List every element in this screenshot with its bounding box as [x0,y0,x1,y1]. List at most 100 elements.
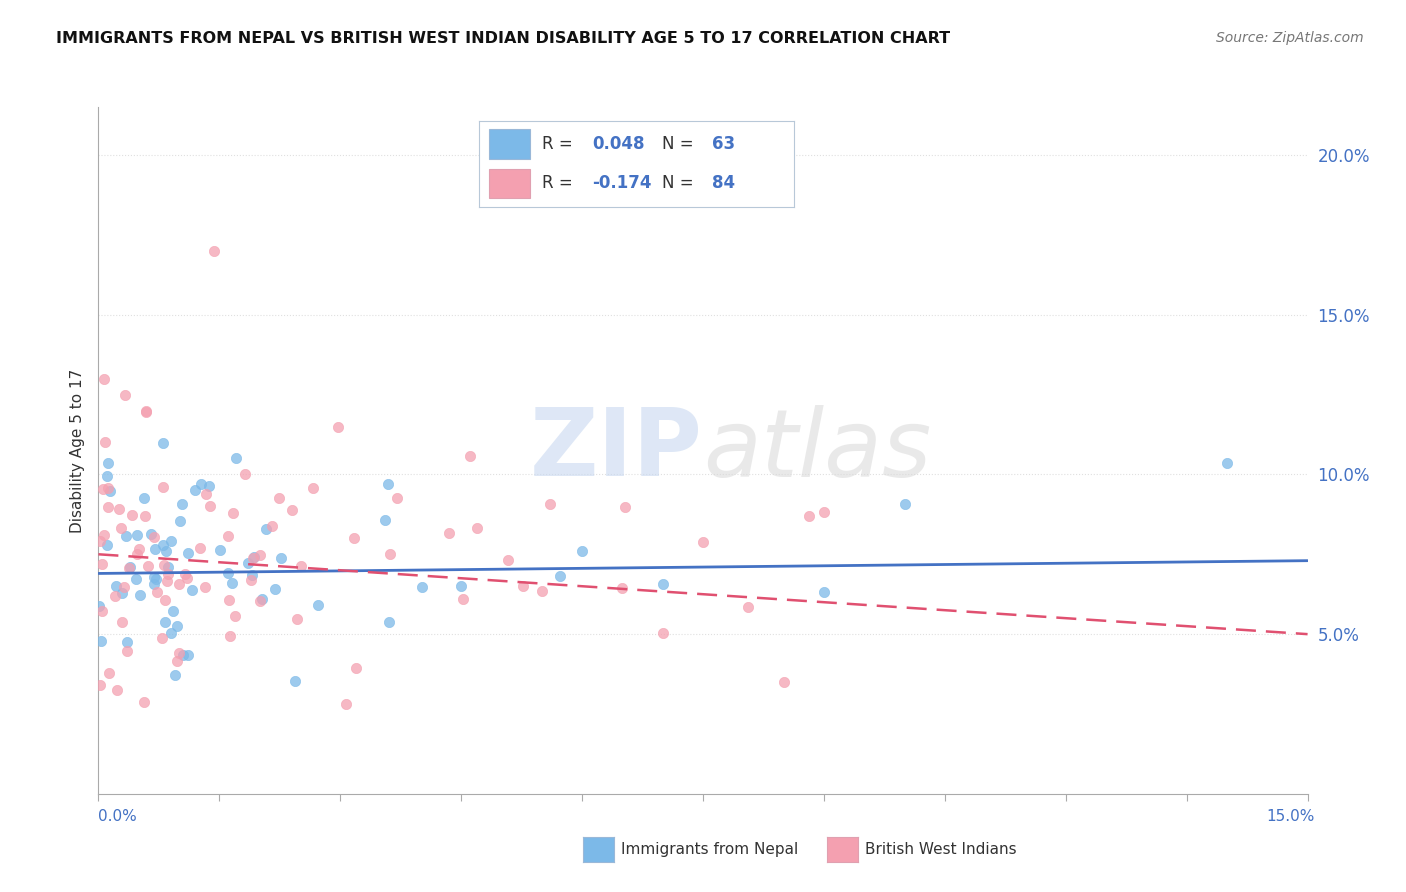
Point [128,541,150,556]
Point [90,557,112,571]
Point [97,481,120,495]
Point [121,508,143,522]
Point [451,592,474,607]
Point [97,500,120,514]
Point [132,491,155,506]
Point [127,527,149,541]
Point [134,695,156,709]
Point [146,584,169,599]
Point [157,567,180,582]
Point [301,482,323,496]
Point [163,668,186,682]
Point [281,503,304,517]
Point [1216,456,1239,470]
Point [117,634,139,648]
Point [120,560,142,574]
Point [411,580,433,594]
Point [612,581,634,595]
Point [496,553,519,567]
Point [209,542,232,557]
Point [142,530,165,544]
Point [143,541,166,556]
Point [174,566,197,581]
Point [143,570,166,584]
Point [104,578,127,592]
Point [202,244,225,258]
Point [162,604,184,618]
Point [136,559,159,574]
Point [169,514,191,528]
Point [90,604,112,618]
Point [150,632,173,646]
Point [813,585,835,599]
Point [249,594,271,608]
Point [571,544,593,558]
Point [97,457,120,471]
Point [166,654,188,668]
Point [112,580,135,594]
Point [240,568,263,582]
Text: Immigrants from Nepal: Immigrants from Nepal [621,842,799,856]
Point [307,598,329,612]
Point [117,643,139,657]
Point [96,468,118,483]
Point [156,574,179,588]
Point [772,675,794,690]
Point [93,527,115,541]
Point [377,477,399,491]
Point [188,541,211,556]
Point [166,618,188,632]
Text: 15.0%: 15.0% [1267,809,1315,823]
Point [139,527,162,541]
Text: 0.0%: 0.0% [98,809,138,823]
Point [380,547,402,561]
Point [217,529,239,543]
Point [250,591,273,606]
Point [93,371,115,385]
Point [692,535,714,549]
Y-axis label: Disability Age 5 to 17: Disability Age 5 to 17 [69,368,84,533]
Point [225,451,247,466]
Point [893,497,915,511]
Point [111,586,134,600]
Point [142,577,165,591]
Point [111,615,134,629]
Point [87,599,110,614]
Point [270,550,292,565]
Point [176,571,198,585]
Point [115,528,138,542]
Point [374,513,396,527]
Point [125,572,148,586]
Point [236,556,259,570]
Point [198,499,221,513]
Point [153,615,176,630]
Point [224,609,246,624]
Point [172,497,194,511]
Point [799,508,821,523]
Point [267,491,290,505]
Text: atlas: atlas [703,405,931,496]
Point [105,682,128,697]
Point [548,569,571,583]
Point [221,506,243,520]
Point [155,544,177,558]
Point [181,583,204,598]
Point [177,546,200,560]
Point [89,678,111,692]
Point [91,482,114,496]
Text: ZIP: ZIP [530,404,703,497]
Point [344,660,367,674]
Point [467,521,489,535]
Point [125,547,148,561]
Point [614,500,637,514]
Point [233,467,256,482]
Point [110,521,132,535]
Point [651,626,673,640]
Point [98,666,121,681]
Point [183,483,205,497]
Point [157,560,180,574]
Point [128,588,150,602]
Point [243,550,266,565]
Point [198,479,221,493]
Point [264,582,287,596]
